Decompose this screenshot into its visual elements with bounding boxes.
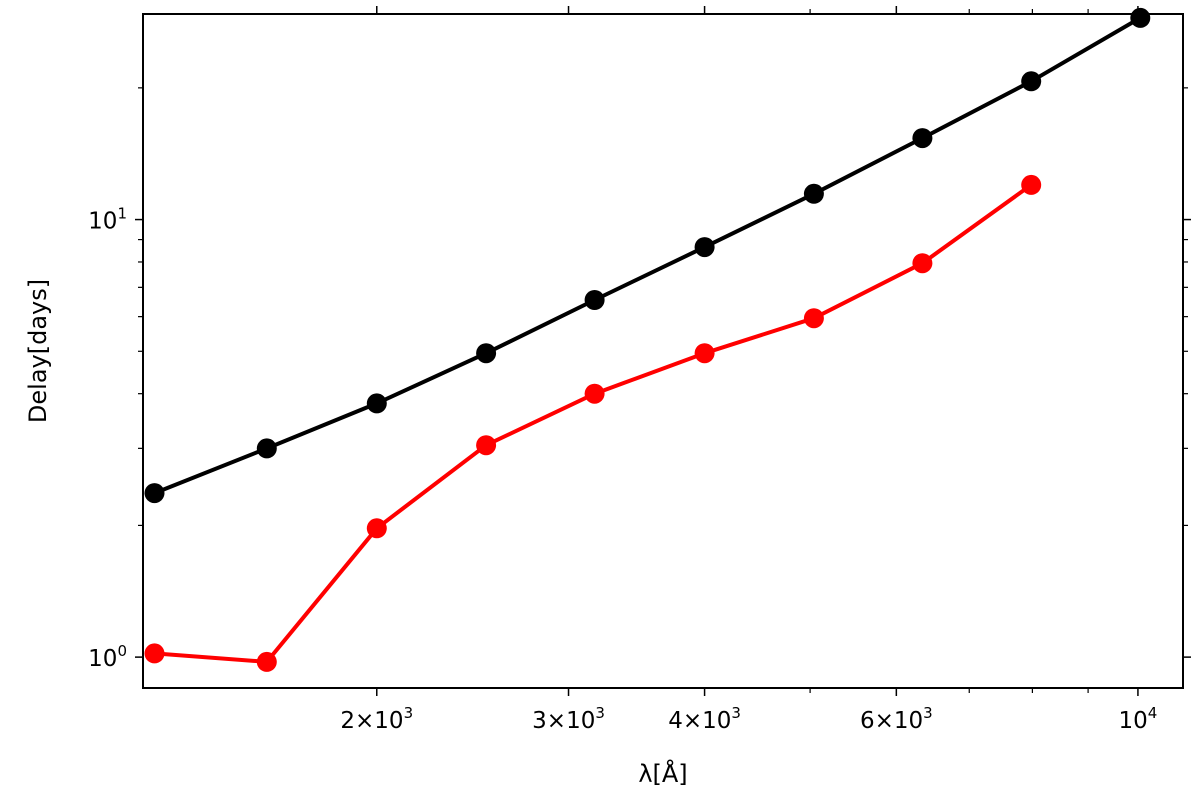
series-1-point bbox=[912, 128, 933, 149]
x-tick-label: 6×103 bbox=[860, 704, 933, 734]
series-1-point bbox=[144, 483, 165, 504]
series-2-point bbox=[694, 343, 715, 364]
x-tick-label: 3×103 bbox=[532, 704, 605, 734]
y-tick-label: 101 bbox=[88, 205, 127, 235]
series-1-point bbox=[1130, 7, 1151, 28]
series-2-point bbox=[584, 383, 605, 404]
series-2-point bbox=[144, 643, 165, 664]
series-2-point bbox=[476, 435, 497, 456]
series-2-point bbox=[366, 518, 387, 539]
y-tick-label: 100 bbox=[88, 642, 127, 672]
series-line-1 bbox=[153, 16, 1142, 495]
series-1-point bbox=[584, 290, 605, 310]
x-tick-label: 2×103 bbox=[340, 704, 413, 734]
series-layer bbox=[144, 7, 1151, 672]
plot-frame bbox=[142, 13, 1184, 689]
series-2-point bbox=[803, 308, 824, 329]
series-1-point bbox=[803, 183, 824, 204]
x-tick-label: 104 bbox=[1119, 704, 1158, 734]
series-1-point bbox=[366, 393, 387, 414]
series-1-point bbox=[256, 438, 277, 459]
series-line-2 bbox=[154, 183, 1033, 664]
x-tick-label: 4×103 bbox=[668, 704, 741, 734]
series-2-point bbox=[1021, 174, 1042, 195]
series-2-point bbox=[912, 253, 933, 274]
y-axis-label: Delay[days] bbox=[24, 279, 52, 423]
series-1-point bbox=[476, 343, 497, 364]
series-1-point bbox=[1021, 71, 1042, 92]
series-2-point bbox=[256, 651, 277, 672]
y-axis-ticks: 100 101 bbox=[88, 87, 1191, 672]
x-axis-label: λ[Å] bbox=[638, 759, 687, 788]
x-axis-ticks: 2×103 3×103 4×103 6×103 104 bbox=[340, 6, 1157, 734]
series-1-point bbox=[694, 237, 715, 258]
